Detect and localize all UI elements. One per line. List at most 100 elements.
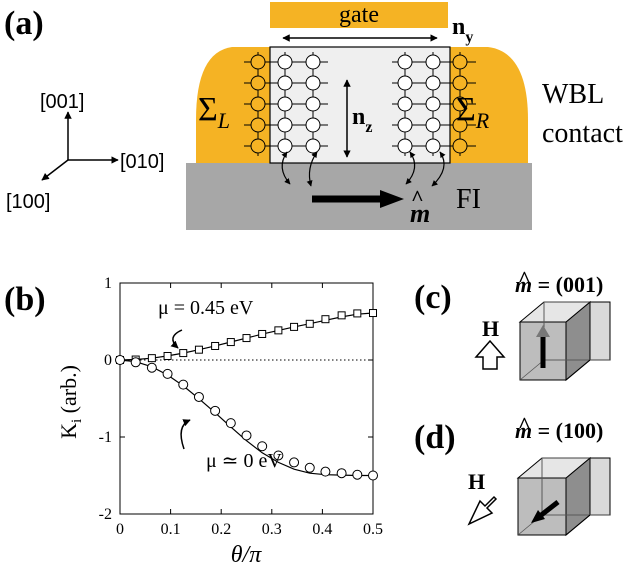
series-0-point: [194, 345, 203, 354]
series-0-point: [211, 341, 220, 350]
gate-electrode: [270, 2, 448, 28]
panel-label-d: (d): [414, 419, 456, 456]
lattice-site: [452, 54, 468, 70]
lattice-site: [305, 138, 321, 154]
series-0-point: [290, 322, 299, 331]
x-tick-label: 0.3: [262, 521, 282, 538]
series-0-point: [369, 309, 377, 318]
y-tick-label: -2: [99, 506, 112, 523]
lattice-site: [250, 54, 266, 70]
m-hat-label-a: m: [410, 199, 430, 228]
series-1-point: [162, 368, 173, 379]
x-axis-label: θ/π: [231, 542, 262, 568]
series-1-point: [130, 357, 141, 368]
x-tick-label: 0: [116, 521, 124, 538]
series-0-point: [226, 338, 235, 347]
lattice-site: [397, 96, 413, 112]
series-1-point: [273, 450, 284, 461]
sigma-right-label: ΣR: [456, 91, 490, 133]
series-1-point: [210, 405, 221, 416]
annotation-arrow-045: [170, 329, 183, 349]
cube-c: [518, 300, 611, 382]
crystal-axes: [001] [010] [100]: [6, 91, 164, 213]
series-0-point: [353, 309, 362, 318]
series-0-point: [242, 334, 251, 343]
series-1-point: [241, 430, 252, 441]
plot-frame: [119, 282, 374, 515]
series-0-point: [179, 349, 188, 358]
gate-label: gate: [339, 2, 379, 28]
left-contact: [196, 47, 270, 163]
field-arrow-up: [474, 339, 506, 370]
series-1-point: [289, 457, 300, 468]
lattice-site: [425, 138, 441, 154]
axis-010-label: [010]: [120, 151, 164, 173]
m-caret-d: ^: [518, 412, 531, 437]
x-tick-label: 0.1: [161, 521, 181, 538]
lattice-site: [250, 96, 266, 112]
series-1-point: [193, 391, 204, 402]
magnetization-arrowhead: [380, 190, 404, 208]
series-1-point: [225, 418, 236, 429]
y-axis-label: Ki (arb.): [56, 365, 85, 439]
series-0-point: [337, 311, 346, 320]
y-tick-label: 0: [104, 352, 112, 369]
wbl-label: WBL: [542, 79, 604, 110]
axis-100-label: [100]: [6, 191, 50, 213]
h-label-c: H: [482, 316, 499, 341]
m-caret-c: ^: [518, 266, 531, 291]
y-tick-label: -1: [99, 429, 112, 446]
lattice-site: [397, 138, 413, 154]
series-1-point: [257, 441, 268, 452]
lattice-site: [277, 138, 293, 154]
m-value-c: m = (001): [515, 272, 603, 297]
lattice-site: [305, 54, 321, 70]
series-0-point: [163, 351, 172, 360]
lattice-site: [425, 54, 441, 70]
lattice-site: [452, 138, 468, 154]
m-hat-caret-a: ^: [411, 185, 424, 210]
lattice-site: [397, 117, 413, 133]
annotation-mu-045: μ = 0.45 eV: [158, 297, 254, 319]
series-1-point: [304, 462, 315, 473]
annotation-arrow-0: [180, 419, 191, 450]
lattice-site: [305, 96, 321, 112]
lattice-site: [277, 96, 293, 112]
series-0-point: [258, 329, 267, 338]
m-value-d: m = (100): [515, 418, 603, 443]
h-label-d: H: [468, 469, 485, 494]
x-tick-label: 0.5: [363, 521, 383, 538]
lattice-site: [452, 96, 468, 112]
series-0-point: [274, 326, 283, 335]
lattice-site: [305, 75, 321, 91]
panel-label-c: (c): [414, 279, 452, 316]
series-0-point: [321, 315, 330, 324]
lattice-site: [277, 54, 293, 70]
ki-chart: 0 0.1 0.2 0.3 0.4 0.5 -2 -1 0 1: [99, 275, 383, 538]
channel-region: [269, 46, 451, 164]
axis-001-label: [001]: [40, 91, 84, 113]
series-1-point: [146, 362, 157, 373]
lattice-site: [305, 117, 321, 133]
ny-label: ny: [452, 14, 473, 46]
lattice-site: [250, 75, 266, 91]
annotation-mu-0: μ ≃ 0 eV: [206, 450, 282, 472]
series-1-point: [368, 470, 378, 481]
lattice-site: [277, 75, 293, 91]
series-1-point: [115, 355, 125, 365]
lattice-site: [452, 75, 468, 91]
lattice-site: [397, 75, 413, 91]
series-1-point: [320, 466, 331, 477]
cube-d: [516, 456, 611, 537]
right-contact: [450, 47, 528, 163]
lattice-site: [425, 117, 441, 133]
sigma-left-label: ΣL: [198, 91, 230, 133]
x-tick-label: 0.4: [312, 521, 332, 538]
lattice-site: [250, 117, 266, 133]
fi-label: FI: [456, 184, 481, 215]
series-1-point: [336, 468, 347, 479]
lattice-site: [452, 117, 468, 133]
coupling-arrows: [281, 151, 446, 187]
series-1-line: [119, 359, 373, 477]
